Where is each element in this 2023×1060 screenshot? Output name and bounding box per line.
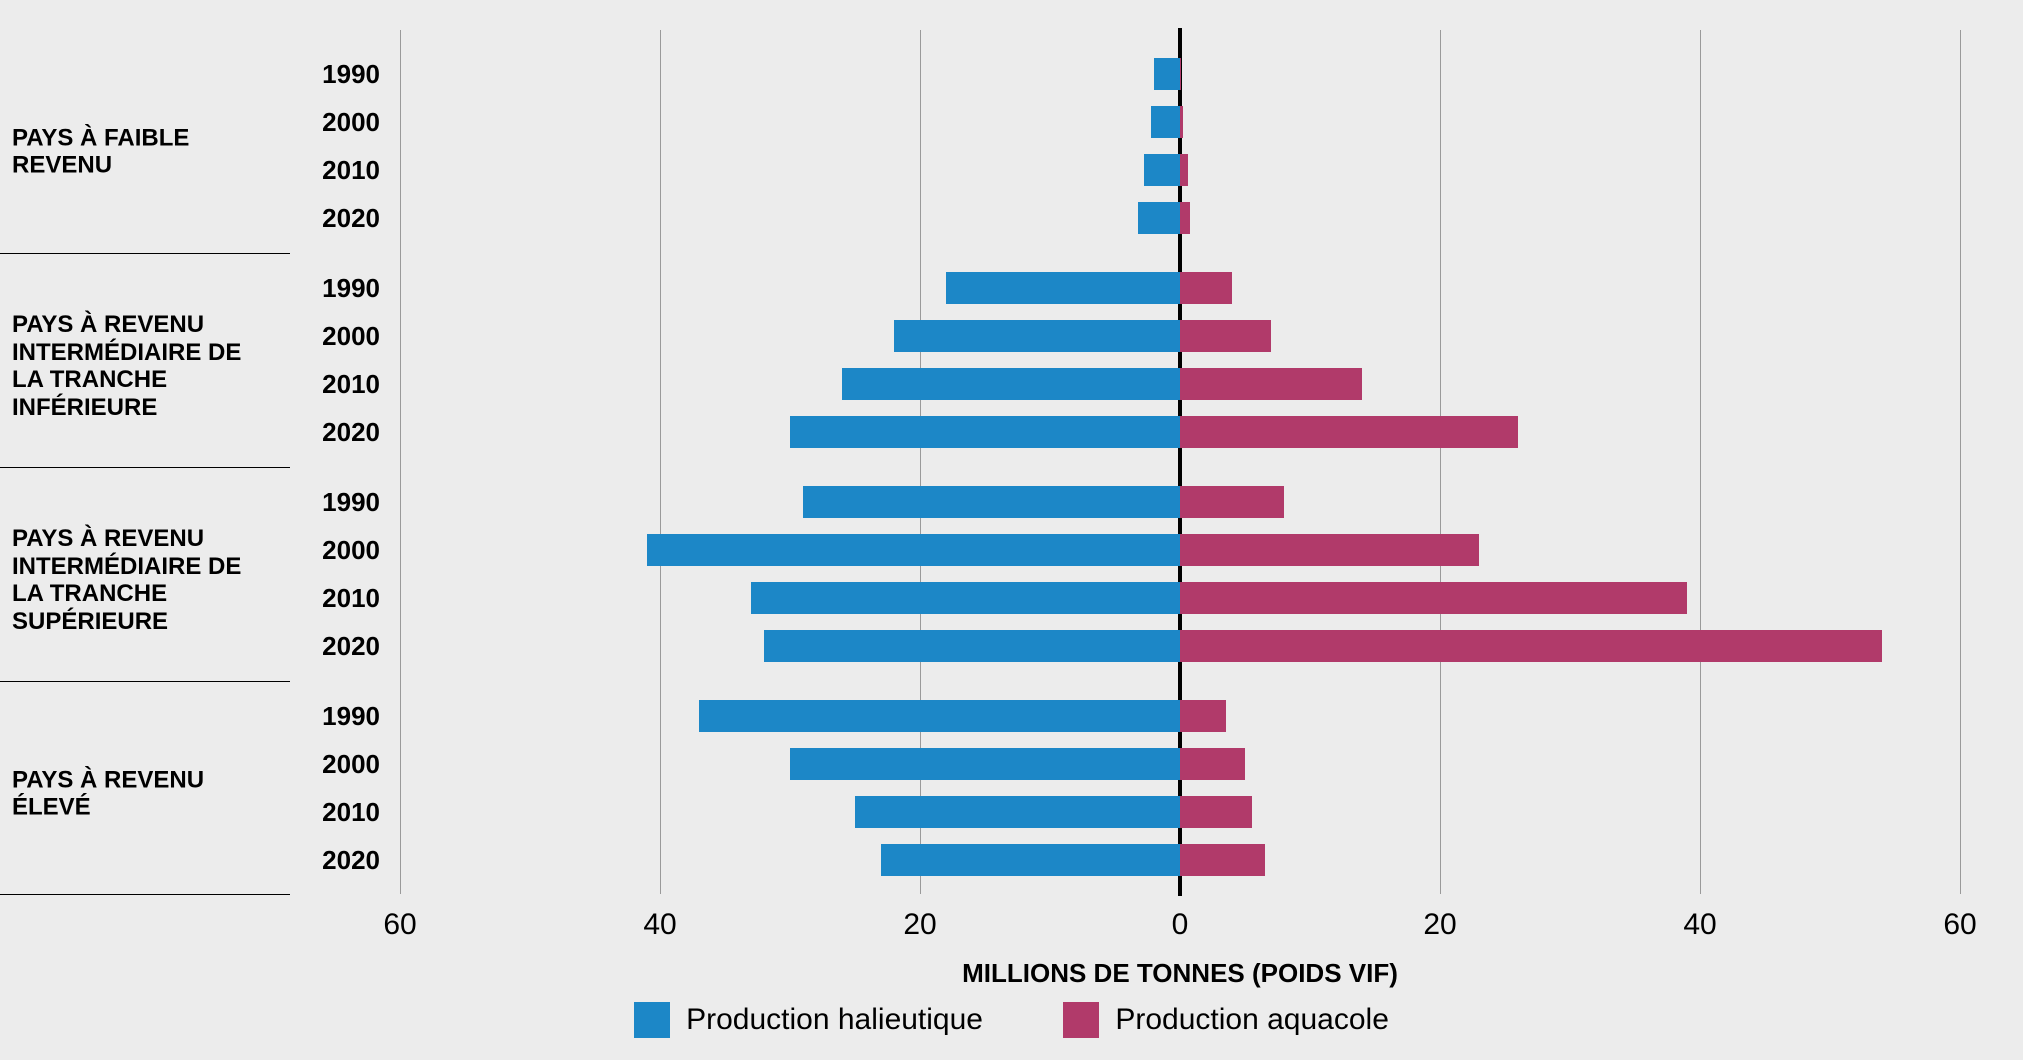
bar-left — [894, 320, 1180, 352]
bar-left — [1138, 202, 1180, 234]
x-tick-label: 20 — [1400, 908, 1480, 942]
bar-left — [1151, 106, 1180, 138]
bar-right — [1180, 796, 1252, 828]
group-block: PAYS À REVENU INTERMÉDIAIRE DE LA TRANCH… — [0, 467, 290, 692]
group-name: PAYS À REVENU INTERMÉDIAIRE DE LA TRANCH… — [12, 311, 272, 421]
group-block: PAYS À FAIBLE REVENU — [0, 39, 290, 264]
gridline — [1440, 30, 1441, 894]
x-tick-label: 60 — [1920, 908, 2000, 942]
legend-label-left: Production halieutique — [686, 1003, 983, 1037]
bar-left — [751, 582, 1180, 614]
group-block: PAYS À REVENU INTERMÉDIAIRE DE LA TRANCH… — [0, 253, 290, 478]
legend-swatch-left-icon — [634, 1002, 670, 1038]
year-label: 2000 — [292, 749, 380, 780]
year-label: 1990 — [292, 701, 380, 732]
bar-right — [1180, 748, 1245, 780]
legend-label-right: Production aquacole — [1115, 1003, 1389, 1037]
bar-left — [842, 368, 1180, 400]
gridline — [400, 30, 401, 894]
bar-right — [1180, 486, 1284, 518]
bar-left — [790, 748, 1180, 780]
legend: Production halieutique Production aquaco… — [0, 1002, 2023, 1046]
group-name: PAYS À REVENU INTERMÉDIAIRE DE LA TRANCH… — [12, 525, 272, 635]
year-label: 2010 — [292, 797, 380, 828]
year-label: 2010 — [292, 369, 380, 400]
bar-right — [1180, 534, 1479, 566]
bar-left — [881, 844, 1180, 876]
bar-left — [764, 630, 1180, 662]
legend-item-right: Production aquacole — [1063, 1002, 1389, 1038]
x-tick-label: 40 — [1660, 908, 1740, 942]
bar-right — [1180, 700, 1226, 732]
x-tick-label: 60 — [360, 908, 440, 942]
year-label: 1990 — [292, 273, 380, 304]
group-block: PAYS À REVENU ÉLEVÉ — [0, 681, 290, 905]
bar-right — [1180, 106, 1183, 138]
chart-container: PAYS À FAIBLE REVENU PAYS À REVENU INTERM… — [0, 0, 2023, 1060]
bar-right — [1180, 630, 1882, 662]
bar-right — [1180, 416, 1518, 448]
bar-right — [1180, 582, 1687, 614]
legend-swatch-right-icon — [1063, 1002, 1099, 1038]
bar-left — [699, 700, 1180, 732]
year-label: 2020 — [292, 631, 380, 662]
bar-left — [803, 486, 1180, 518]
year-label: 2020 — [292, 203, 380, 234]
bar-right — [1180, 320, 1271, 352]
year-label: 2020 — [292, 845, 380, 876]
bar-right — [1180, 58, 1181, 90]
bar-right — [1180, 272, 1232, 304]
year-label: 2000 — [292, 535, 380, 566]
bar-left — [946, 272, 1180, 304]
group-name: PAYS À FAIBLE REVENU — [12, 124, 272, 179]
bar-right — [1180, 202, 1190, 234]
gridline — [1700, 30, 1701, 894]
bar-left — [790, 416, 1180, 448]
legend-item-left: Production halieutique — [634, 1002, 983, 1038]
year-label: 2010 — [292, 155, 380, 186]
x-tick-label: 20 — [880, 908, 960, 942]
group-name: PAYS À REVENU ÉLEVÉ — [12, 766, 272, 821]
group-block-bottom-border — [0, 894, 290, 895]
x-tick-label: 40 — [620, 908, 700, 942]
bar-left — [647, 534, 1180, 566]
bar-right — [1180, 844, 1265, 876]
gridline — [660, 30, 661, 894]
x-axis-title: MILLIONS DE TONNES (POIDS VIF) — [400, 958, 1960, 989]
year-label: 1990 — [292, 59, 380, 90]
bar-left — [855, 796, 1180, 828]
bar-right — [1180, 368, 1362, 400]
plot-area — [400, 30, 1960, 894]
year-label: 1990 — [292, 487, 380, 518]
year-label: 2020 — [292, 417, 380, 448]
year-label: 2000 — [292, 321, 380, 352]
x-tick-label: 0 — [1140, 908, 1220, 942]
year-label: 2000 — [292, 107, 380, 138]
year-label: 2010 — [292, 583, 380, 614]
bar-left — [1154, 58, 1180, 90]
bar-right — [1180, 154, 1188, 186]
gridline — [1960, 30, 1961, 894]
bar-left — [1144, 154, 1180, 186]
